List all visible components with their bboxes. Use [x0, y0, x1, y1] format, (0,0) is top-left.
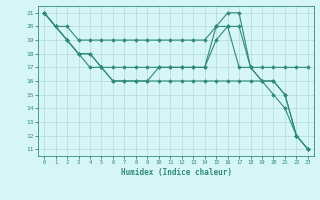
X-axis label: Humidex (Indice chaleur): Humidex (Indice chaleur) [121, 168, 231, 177]
